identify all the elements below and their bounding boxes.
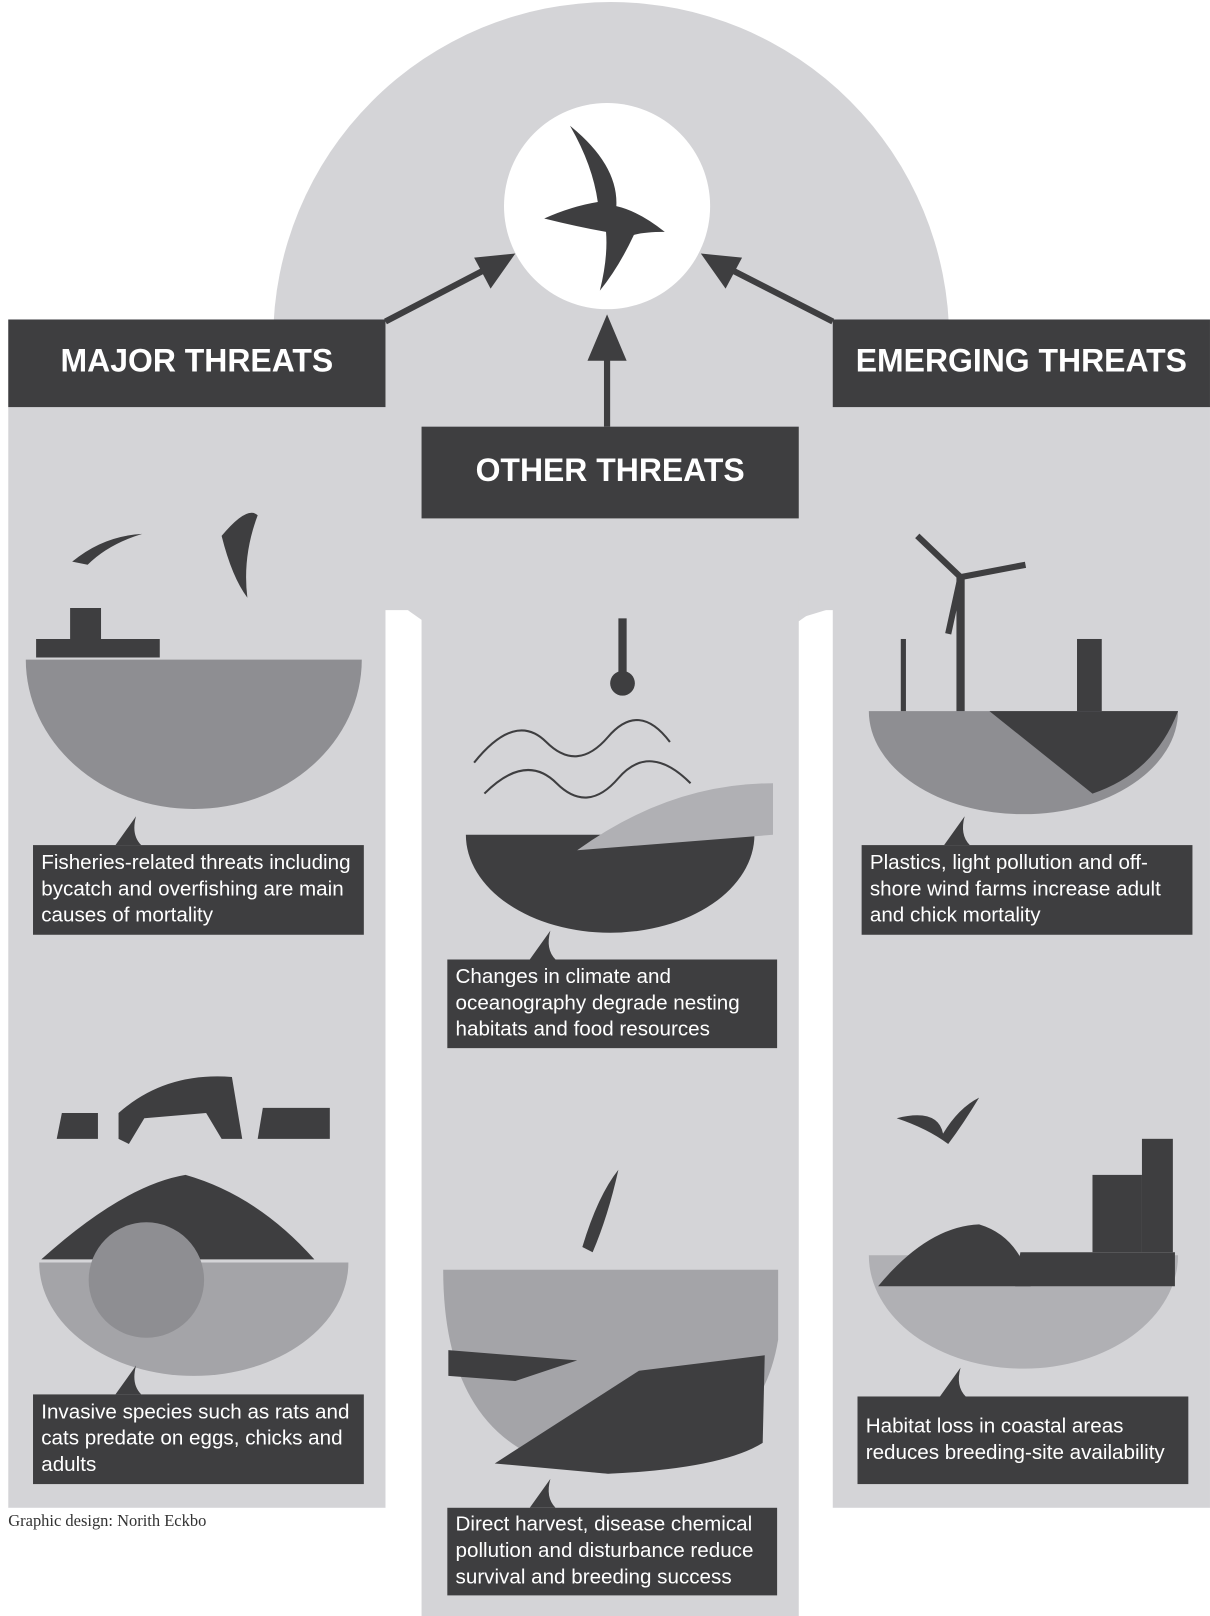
header: EMERGING THREATS — [856, 343, 1187, 379]
caption-line: Fisheries-related threats including — [41, 851, 350, 874]
caption-line: causes of mortality — [41, 904, 214, 927]
caption-line: Habitat loss in coastal areas — [866, 1415, 1124, 1438]
caption-line: shore wind farms increase adult — [870, 877, 1161, 900]
header: MAJOR THREATS — [61, 343, 334, 379]
caption-line: cats predate on eggs, chicks and — [41, 1427, 342, 1450]
header: OTHER THREATS — [476, 452, 745, 488]
caption-line: habitats and food resources — [456, 1018, 710, 1041]
caption-line: adults — [41, 1453, 96, 1476]
caption-line: Invasive species such as rats and — [41, 1400, 349, 1423]
caption-line: Plastics, light pollution and off- — [870, 851, 1148, 874]
credit: Graphic design: Norith Eckbo — [8, 1511, 206, 1530]
caption-line: Changes in climate and — [456, 965, 671, 988]
caption-line: Direct harvest, disease chemical — [456, 1513, 753, 1536]
caption-line: survival and breeding success — [456, 1565, 732, 1588]
caption-line: pollution and disturbance reduce — [456, 1539, 754, 1562]
caption-line: and chick mortality — [870, 904, 1041, 927]
caption-line: reduces breeding-site availability — [866, 1441, 1166, 1464]
caption-line: bycatch and overfishing are main — [41, 877, 343, 900]
caption-line: oceanography degrade nesting — [456, 991, 740, 1014]
infographic: MAJOR THREATS Fisheries-related threats i… — [0, 0, 1210, 1616]
